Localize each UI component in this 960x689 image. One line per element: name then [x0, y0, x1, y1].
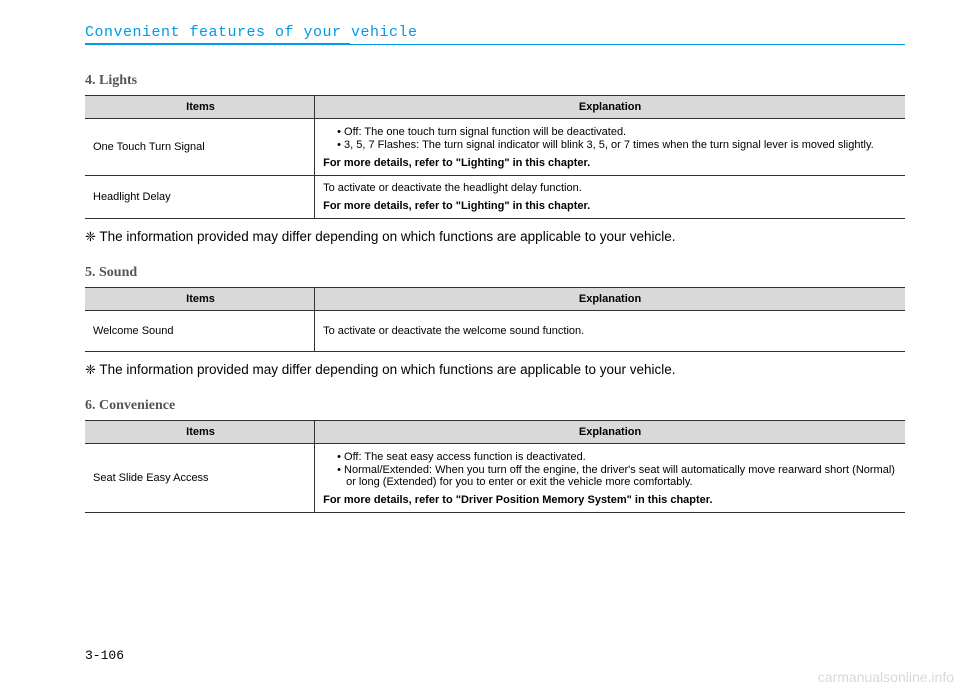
col-explanation: Explanation	[315, 96, 905, 119]
page-header-title: Convenient features of your vehicle	[85, 24, 905, 41]
item-cell: Welcome Sound	[85, 311, 315, 352]
section-title: 5. Sound	[85, 265, 905, 281]
bullet: Normal/Extended: When you turn off the e…	[337, 464, 897, 488]
more-details: For more details, refer to "Lighting" in…	[323, 200, 897, 212]
header-rule	[85, 43, 905, 45]
explanation-text: To activate or deactivate the headlight …	[323, 182, 897, 194]
table-header-row: Items Explanation	[85, 421, 905, 444]
col-items: Items	[85, 421, 315, 444]
lights-table: Items Explanation One Touch Turn Signal …	[85, 95, 905, 219]
explanation-cell: To activate or deactivate the welcome so…	[315, 311, 905, 352]
section-title: 6. Convenience	[85, 398, 905, 414]
note-text: The information provided may differ depe…	[99, 229, 675, 244]
section-note: ❈ The information provided may differ de…	[85, 229, 905, 245]
item-cell: Seat Slide Easy Access	[85, 444, 315, 513]
section-note: ❈ The information provided may differ de…	[85, 362, 905, 378]
section-title: 4. Lights	[85, 73, 905, 89]
note-text: The information provided may differ depe…	[99, 362, 675, 377]
section-convenience: 6. Convenience Items Explanation Seat Sl…	[85, 398, 905, 513]
section-lights: 4. Lights Items Explanation One Touch Tu…	[85, 73, 905, 245]
table-row: One Touch Turn Signal Off: The one touch…	[85, 119, 905, 176]
table-header-row: Items Explanation	[85, 96, 905, 119]
col-explanation: Explanation	[315, 421, 905, 444]
watermark: carmanualsonline.info	[818, 669, 954, 685]
table-row: Welcome Sound To activate or deactivate …	[85, 311, 905, 352]
bullet: Off: The one touch turn signal function …	[337, 126, 897, 138]
explanation-cell: Off: The seat easy access function is de…	[315, 444, 905, 513]
bullet: Off: The seat easy access function is de…	[337, 451, 897, 463]
more-details: For more details, refer to "Lighting" in…	[323, 157, 897, 169]
col-items: Items	[85, 288, 315, 311]
col-explanation: Explanation	[315, 288, 905, 311]
explanation-cell: To activate or deactivate the headlight …	[315, 176, 905, 219]
bullet: 3, 5, 7 Flashes: The turn signal indicat…	[337, 139, 897, 151]
more-details: For more details, refer to "Driver Posit…	[323, 494, 897, 506]
note-symbol: ❈	[85, 229, 96, 244]
item-cell: One Touch Turn Signal	[85, 119, 315, 176]
explanation-cell: Off: The one touch turn signal function …	[315, 119, 905, 176]
page-number: 3-106	[85, 648, 124, 663]
table-header-row: Items Explanation	[85, 288, 905, 311]
table-row: Headlight Delay To activate or deactivat…	[85, 176, 905, 219]
item-cell: Headlight Delay	[85, 176, 315, 219]
col-items: Items	[85, 96, 315, 119]
sound-table: Items Explanation Welcome Sound To activ…	[85, 287, 905, 352]
convenience-table: Items Explanation Seat Slide Easy Access…	[85, 420, 905, 513]
note-symbol: ❈	[85, 362, 96, 377]
table-row: Seat Slide Easy Access Off: The seat eas…	[85, 444, 905, 513]
explanation-text: To activate or deactivate the welcome so…	[323, 325, 897, 337]
section-sound: 5. Sound Items Explanation Welcome Sound…	[85, 265, 905, 378]
